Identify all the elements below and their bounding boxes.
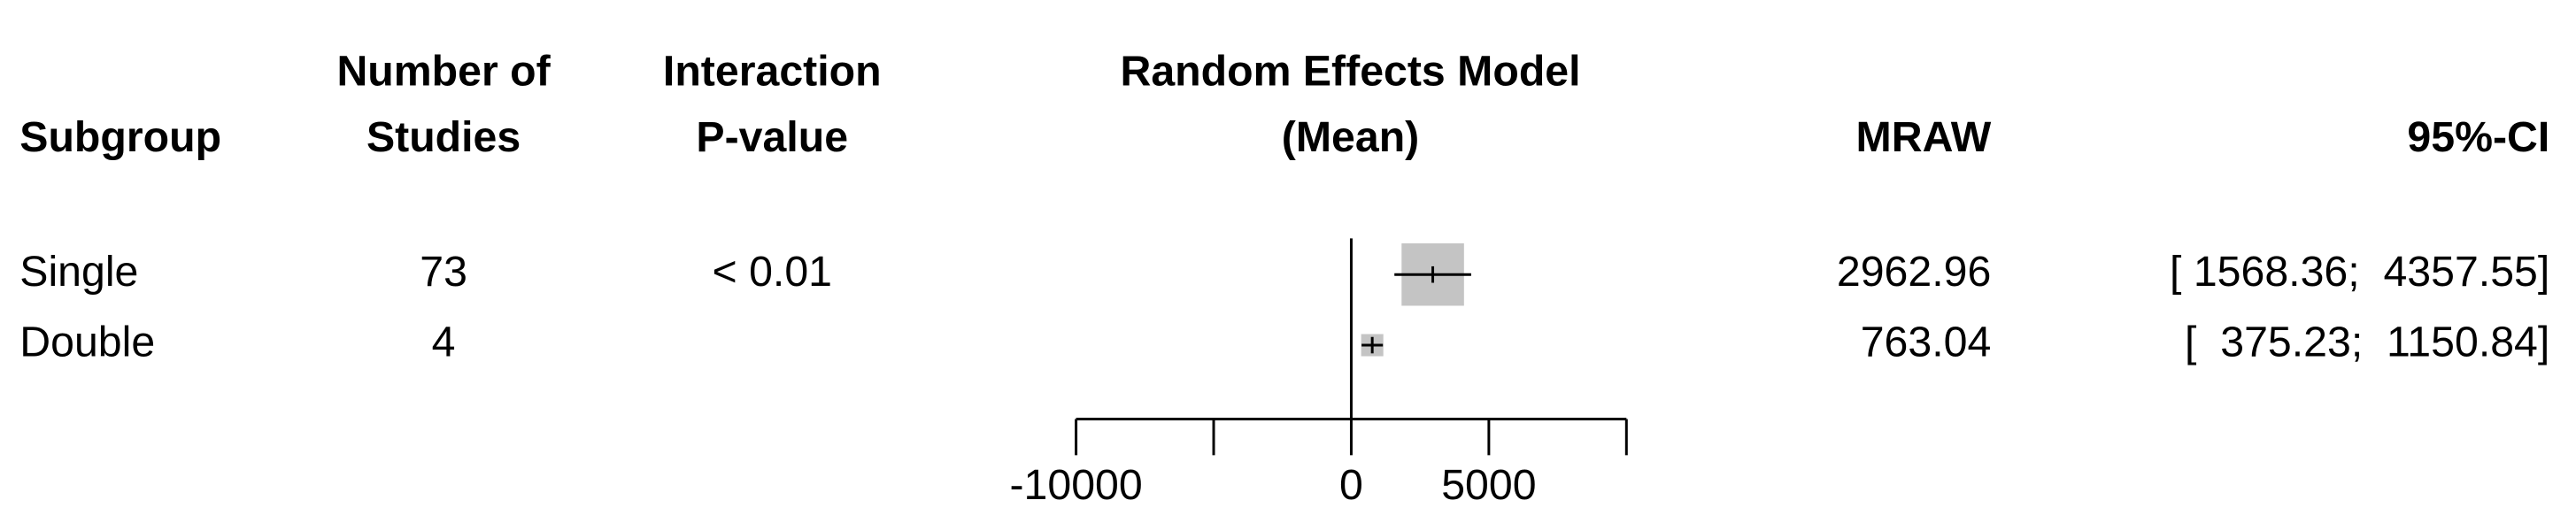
x-tick-label: 0 bbox=[1339, 461, 1363, 509]
subgroup-label: Double bbox=[19, 319, 155, 366]
mraw-value: 763.04 bbox=[1861, 319, 1992, 366]
header: Number of bbox=[336, 48, 551, 96]
interaction-p: < 0.01 bbox=[713, 248, 833, 296]
x-tick-label: -10000 bbox=[1009, 461, 1142, 509]
studies-count: 73 bbox=[420, 248, 467, 296]
header: MRAW bbox=[1856, 113, 1992, 161]
mraw-value: 2962.96 bbox=[1837, 248, 1991, 296]
header: (Mean) bbox=[1282, 113, 1419, 161]
subgroup-label: Single bbox=[19, 248, 138, 296]
ci-label: [ 1568.36; 4357.55] bbox=[2170, 248, 2549, 296]
ci-label: [ 375.23; 1150.84] bbox=[2185, 319, 2549, 366]
header: Random Effects Model bbox=[1120, 48, 1580, 96]
header: Studies bbox=[366, 113, 521, 161]
header: Subgroup bbox=[19, 113, 221, 161]
header: 95%-CI bbox=[2407, 113, 2549, 161]
header: Interaction bbox=[663, 48, 882, 96]
x-tick-label: 5000 bbox=[1441, 461, 1536, 509]
header: P-value bbox=[696, 113, 848, 161]
studies-count: 4 bbox=[432, 319, 456, 366]
